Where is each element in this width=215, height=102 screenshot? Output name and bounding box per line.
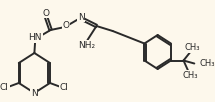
Text: N: N — [31, 89, 38, 98]
Text: N: N — [78, 13, 84, 22]
Text: CH₃: CH₃ — [200, 59, 215, 68]
Text: NH₂: NH₂ — [78, 40, 95, 49]
Text: CH₃: CH₃ — [182, 71, 198, 80]
Text: Cl: Cl — [60, 84, 69, 93]
Text: CH₃: CH₃ — [185, 43, 200, 52]
Text: Cl: Cl — [0, 84, 9, 93]
Text: O: O — [43, 8, 50, 18]
Text: HN: HN — [29, 33, 42, 43]
Text: O: O — [62, 22, 69, 30]
